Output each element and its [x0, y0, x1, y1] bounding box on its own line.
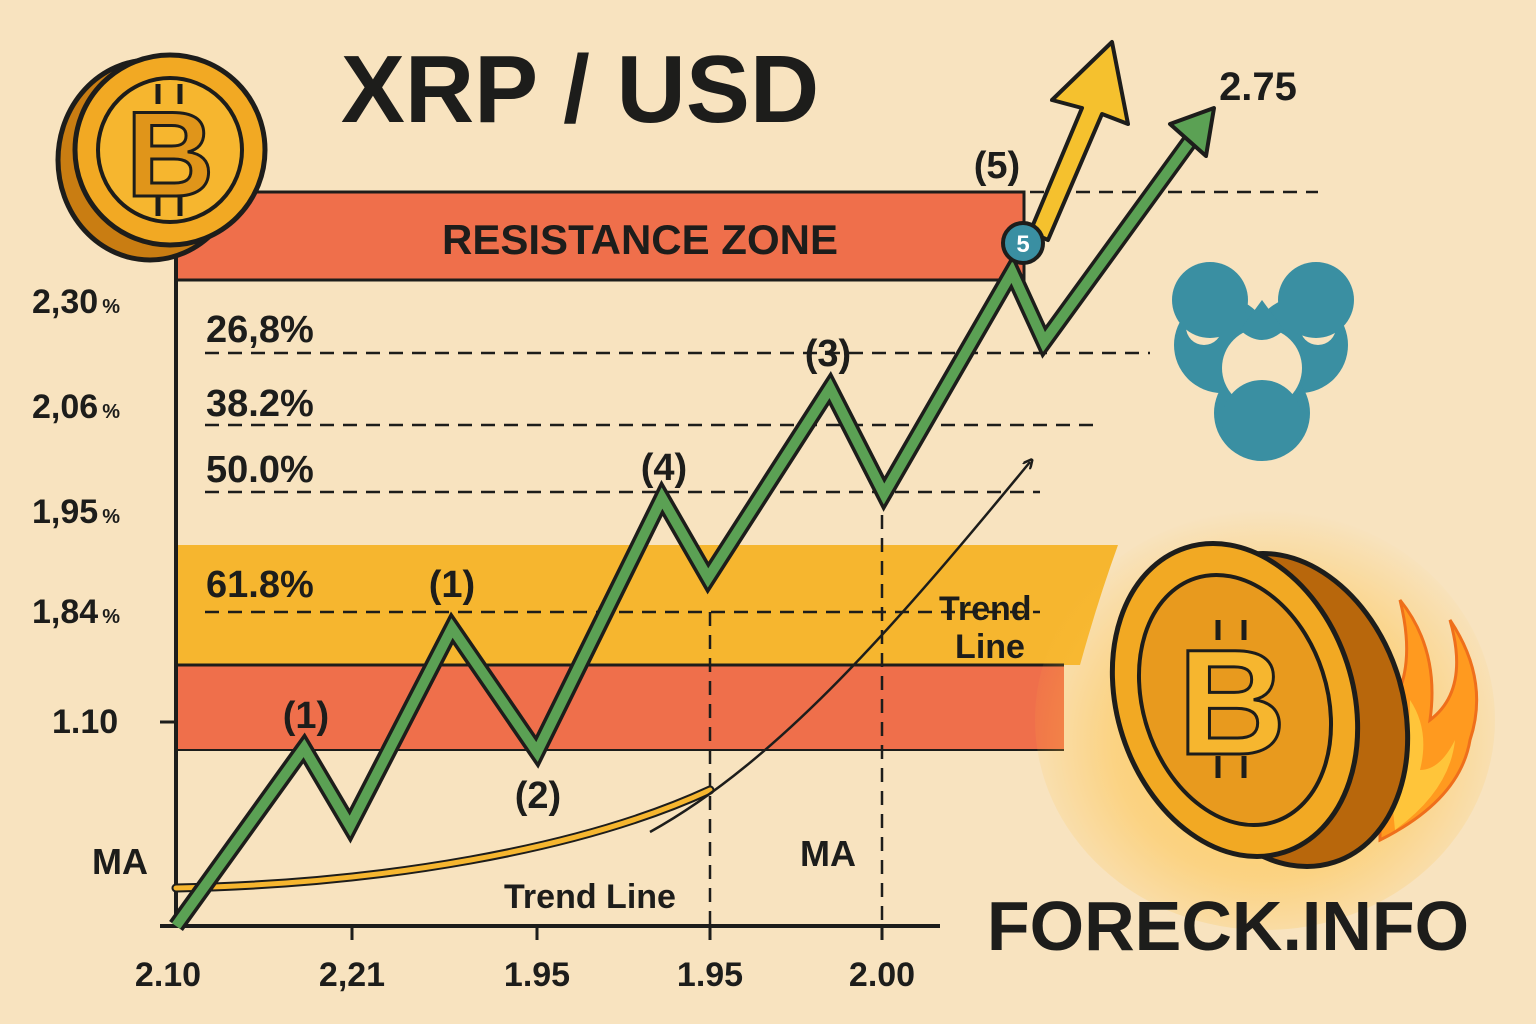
price-line-arrowhead — [1168, 106, 1216, 158]
svg-text:B: B — [126, 86, 214, 222]
fib-label: 61.8% — [206, 564, 314, 606]
price-line-stroke — [171, 127, 1203, 929]
resistance-zone-band — [174, 190, 1026, 282]
price-line — [169, 106, 1216, 931]
fib-label: 50.0% — [206, 449, 314, 491]
wave-label: (5) — [974, 145, 1020, 187]
wave-label: (4) — [641, 447, 687, 489]
wave-label: (3) — [805, 333, 851, 375]
yellow-breakout-arrow — [1028, 40, 1130, 242]
chart-title: XRP / USD — [341, 36, 819, 143]
resistance-zone-label: RESISTANCE ZONE — [442, 216, 838, 263]
target-price-label: 2.75 — [1219, 65, 1297, 109]
y-tick-labels: 2,30% 2,06% 1,95% 1,84% 1.10 — [32, 283, 120, 741]
y-tick-label: 1,95% — [32, 493, 120, 531]
wave-5-marker: 5 — [1001, 221, 1045, 265]
wave-labels: (1) (1) (2) (4) (3) (5) — [283, 145, 1020, 817]
ma-label-left: MA — [92, 841, 148, 882]
x-tick-label: 2.00 — [849, 956, 915, 994]
x-tick-labels: 2.10 2,21 1.95 1.95 2.00 — [135, 956, 915, 994]
thin-trend-arrow — [649, 462, 1030, 834]
fib-dashed-lines — [205, 190, 1318, 925]
x-tick-label: 1.95 — [504, 956, 570, 994]
y-tick-label: 1.10 — [52, 703, 118, 741]
wave-label: (1) — [429, 564, 475, 606]
trend-line-label-bottom: Trend Line — [504, 878, 676, 916]
ma-label-right: MA — [800, 833, 856, 874]
wave-marker-label: 5 — [1016, 231, 1029, 258]
support-red-band — [176, 665, 1064, 750]
x-tick-label: 2.10 — [135, 956, 201, 994]
ripple-logo-arms — [1172, 262, 1354, 460]
flaming-bitcoin-coin-icon: B — [1035, 510, 1495, 930]
x-tick-label: 2,21 — [319, 956, 385, 994]
y-tick-label: 2,06% — [32, 388, 120, 426]
y-tick-label: 1,84% — [32, 593, 120, 631]
brand-watermark: FORECK.INFO — [987, 887, 1469, 965]
fib-level-labels: 26,8% 38.2% 50.0% 61.8% — [206, 309, 314, 606]
fib-label: 38.2% — [206, 383, 314, 425]
wave-label: (2) — [515, 775, 561, 817]
x-tick-label: 1.95 — [677, 956, 743, 994]
trend-line-label-right: Trend Line — [939, 590, 1041, 666]
svg-text:B: B — [1178, 618, 1286, 786]
orange-trend-curve-fill — [173, 787, 713, 891]
y-tick-label: 2,30% — [32, 283, 120, 321]
axis-ticks — [160, 720, 884, 940]
fib-label: 26,8% — [206, 309, 314, 351]
wave-label: (1) — [283, 695, 329, 737]
bitcoin-coin-icon: B — [55, 52, 268, 263]
